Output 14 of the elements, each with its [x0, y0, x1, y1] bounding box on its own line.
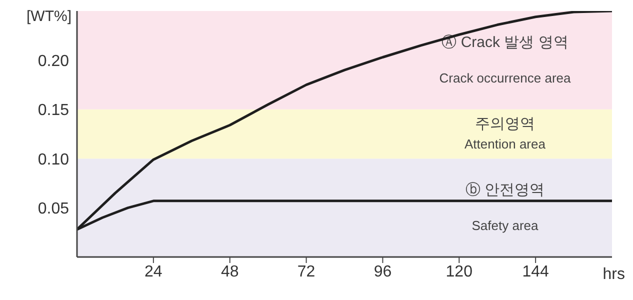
y-axis-title: [WT%]: [26, 8, 72, 25]
x-tick-label: 120: [446, 263, 473, 280]
y-tick-label: 0.05: [38, 200, 70, 218]
x-tick-label: 48: [220, 263, 239, 280]
y-tick-label: 0.10: [38, 151, 70, 168]
x-tick-label: 24: [144, 263, 162, 280]
text: ⓑ 안전영역 Safety area: [465, 182, 545, 234]
y-tick-label: 0.15: [38, 102, 70, 120]
x-axis-title: hrs: [602, 266, 625, 283]
x-tick-label: 96: [374, 263, 392, 280]
band-label: 주의영역 Attention area: [464, 116, 546, 152]
y-tick-label: 0.20: [38, 52, 70, 70]
x-tick-label: 144: [522, 263, 550, 280]
x-tick-label: 72: [297, 263, 316, 280]
